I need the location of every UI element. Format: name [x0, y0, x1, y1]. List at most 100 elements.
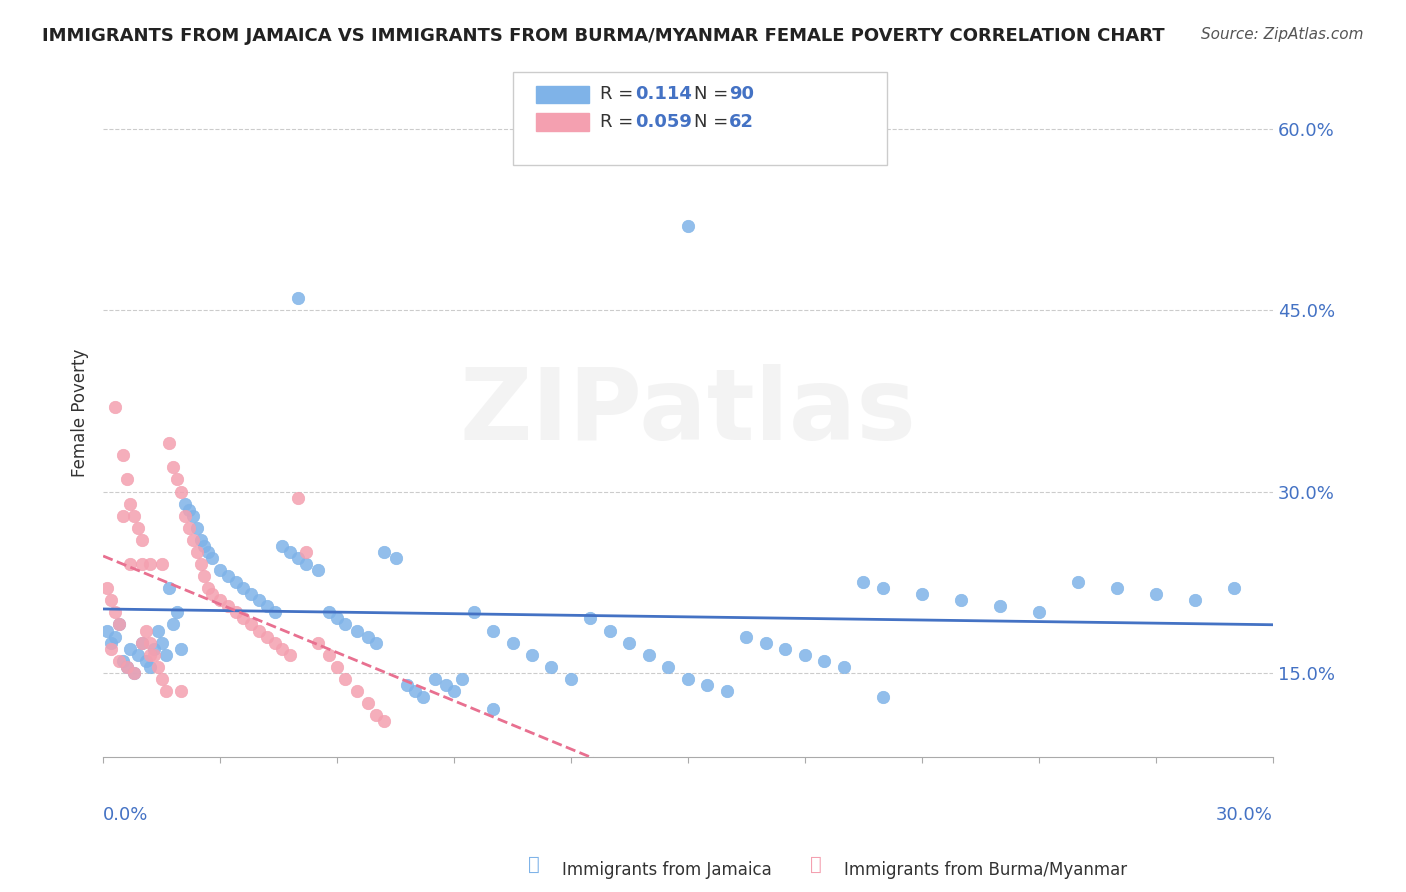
Point: [177, 521, 200, 535]
Point: [124, 508, 146, 523]
Text: 62: 62: [728, 112, 754, 130]
Point: [107, 654, 129, 668]
Point: [256, 630, 278, 644]
Point: [166, 472, 188, 486]
Point: [177, 502, 200, 516]
Point: [170, 641, 193, 656]
Text: 30.0%: 30.0%: [1216, 805, 1272, 823]
Point: [357, 696, 380, 710]
Point: [157, 581, 180, 595]
Text: 0.0%: 0.0%: [103, 805, 149, 823]
Point: [120, 557, 142, 571]
Point: [333, 672, 356, 686]
Point: [318, 606, 340, 620]
Point: [295, 545, 318, 559]
Point: [142, 641, 165, 656]
Point: [107, 617, 129, 632]
Point: [100, 641, 122, 656]
Point: [146, 659, 169, 673]
Point: [872, 690, 894, 704]
Point: [1105, 581, 1128, 595]
Point: [193, 539, 215, 553]
Point: [434, 678, 457, 692]
Point: [115, 472, 138, 486]
Point: [190, 557, 212, 571]
Point: [676, 672, 699, 686]
Point: [197, 545, 219, 559]
Point: [157, 436, 180, 450]
Point: [107, 617, 129, 632]
Point: [127, 521, 149, 535]
Point: [174, 497, 197, 511]
FancyBboxPatch shape: [536, 86, 589, 103]
Point: [186, 545, 208, 559]
Point: [463, 606, 485, 620]
Point: [676, 219, 699, 233]
Point: [111, 654, 134, 668]
Point: [364, 635, 387, 649]
Point: [412, 690, 434, 704]
Point: [111, 448, 134, 462]
Point: [115, 659, 138, 673]
Point: [1144, 587, 1167, 601]
Point: [155, 684, 177, 698]
Text: ZIPatlas: ZIPatlas: [460, 365, 917, 461]
Point: [139, 648, 162, 662]
Point: [96, 581, 118, 595]
Point: [127, 648, 149, 662]
Point: [357, 630, 380, 644]
Point: [278, 545, 301, 559]
Point: [520, 648, 543, 662]
Point: [232, 581, 254, 595]
Point: [146, 624, 169, 638]
Point: [1028, 606, 1050, 620]
Point: [813, 654, 835, 668]
Point: [217, 569, 239, 583]
Point: [599, 624, 621, 638]
Point: [326, 611, 349, 625]
Text: ⬜: ⬜: [529, 855, 540, 873]
Point: [155, 648, 177, 662]
Point: [384, 551, 406, 566]
Point: [150, 557, 173, 571]
Point: [287, 491, 309, 505]
FancyBboxPatch shape: [513, 72, 887, 165]
Point: [307, 563, 329, 577]
Point: [832, 659, 855, 673]
Point: [346, 684, 368, 698]
Point: [364, 708, 387, 723]
Point: [271, 641, 294, 656]
Text: 90: 90: [728, 85, 754, 103]
Point: [96, 624, 118, 638]
Text: Source: ZipAtlas.com: Source: ZipAtlas.com: [1201, 27, 1364, 42]
Point: [100, 593, 122, 607]
Point: [657, 659, 679, 673]
Point: [232, 611, 254, 625]
Point: [139, 635, 162, 649]
Point: [170, 684, 193, 698]
Point: [131, 635, 153, 649]
Point: [139, 557, 162, 571]
Point: [373, 545, 395, 559]
Point: [225, 606, 247, 620]
Point: [124, 665, 146, 680]
Point: [735, 630, 758, 644]
Point: [131, 557, 153, 571]
Point: [150, 635, 173, 649]
Point: [120, 641, 142, 656]
Point: [186, 521, 208, 535]
Point: [190, 533, 212, 547]
Text: 0.114: 0.114: [636, 85, 692, 103]
Point: [326, 659, 349, 673]
Point: [174, 508, 197, 523]
Point: [333, 617, 356, 632]
Point: [872, 581, 894, 595]
Point: [135, 624, 157, 638]
Point: [209, 593, 232, 607]
Y-axis label: Female Poverty: Female Poverty: [72, 349, 89, 477]
Point: [225, 575, 247, 590]
Point: [373, 714, 395, 728]
Point: [135, 654, 157, 668]
Point: [278, 648, 301, 662]
Point: [142, 648, 165, 662]
